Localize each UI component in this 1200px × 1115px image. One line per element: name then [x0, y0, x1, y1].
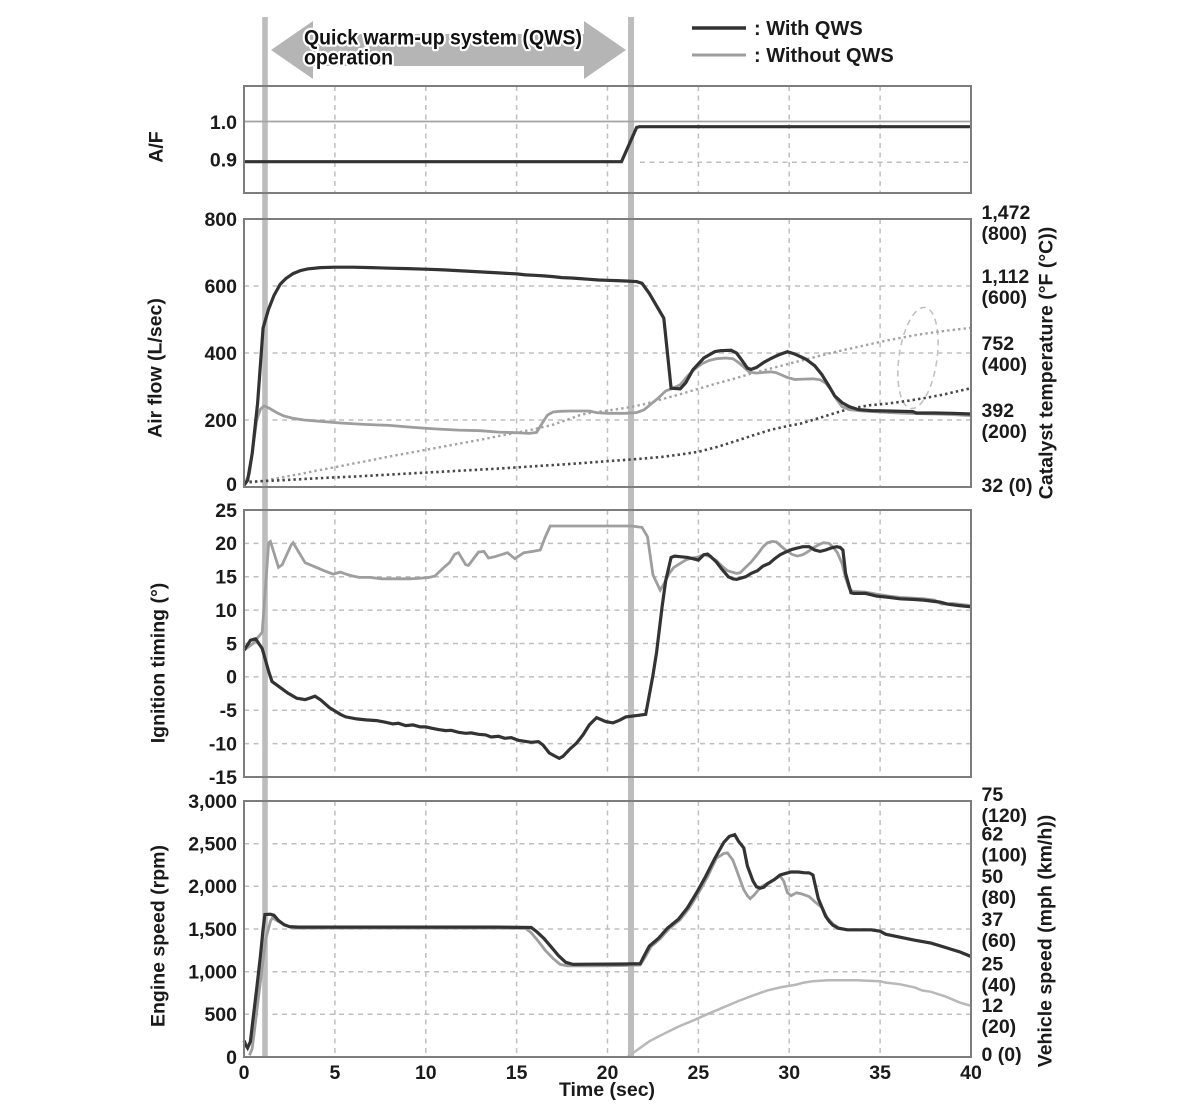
svg-text:Air flow (L/sec): Air flow (L/sec): [145, 298, 167, 438]
svg-text:392: 392: [982, 400, 1015, 422]
svg-text:3,000: 3,000: [188, 791, 237, 813]
svg-text:0: 0: [226, 1047, 237, 1069]
svg-text:Engine speed (rpm): Engine speed (rpm): [148, 845, 170, 1027]
svg-text:(100): (100): [982, 845, 1028, 867]
svg-text:10: 10: [215, 600, 237, 622]
svg-text:1,500: 1,500: [188, 919, 237, 941]
svg-text:800: 800: [204, 209, 237, 231]
svg-text:25: 25: [688, 1062, 710, 1084]
svg-text:(600): (600): [982, 287, 1028, 309]
svg-text:-10: -10: [209, 733, 237, 755]
svg-text:12: 12: [982, 995, 1004, 1017]
svg-text:35: 35: [869, 1062, 891, 1084]
svg-text:75: 75: [982, 784, 1004, 806]
svg-text:50: 50: [982, 866, 1004, 888]
svg-text:25: 25: [215, 500, 237, 522]
svg-text:operation: operation: [304, 47, 393, 70]
svg-text:Quick warm-up system (QWS): Quick warm-up system (QWS): [304, 27, 582, 50]
svg-text:10: 10: [415, 1062, 437, 1084]
svg-text:15: 15: [506, 1062, 528, 1084]
svg-text:Vehicle speed (mph (km/h)): Vehicle speed (mph (km/h)): [1035, 815, 1057, 1067]
svg-text:(800): (800): [982, 223, 1028, 245]
svg-text:operation: operation: [304, 47, 393, 70]
svg-text:30: 30: [778, 1062, 800, 1084]
svg-text:1,112: 1,112: [982, 266, 1030, 288]
svg-text:200: 200: [204, 410, 237, 432]
svg-text:5: 5: [329, 1062, 340, 1084]
svg-text:0.9: 0.9: [210, 150, 237, 172]
svg-text:1,472: 1,472: [982, 202, 1031, 224]
svg-text:(200): (200): [982, 421, 1028, 443]
svg-text:500: 500: [204, 1004, 237, 1026]
svg-text:(120): (120): [982, 805, 1028, 827]
svg-text:(60): (60): [982, 930, 1017, 952]
svg-text:A/F: A/F: [146, 131, 168, 163]
svg-text:(20): (20): [982, 1016, 1017, 1038]
svg-text:5: 5: [226, 633, 237, 655]
svg-text:-15: -15: [209, 767, 237, 789]
svg-text:400: 400: [204, 343, 237, 365]
svg-text:62: 62: [982, 824, 1004, 846]
svg-text:0: 0: [226, 474, 237, 496]
svg-text:0 (0): 0 (0): [982, 1044, 1022, 1066]
svg-text:20: 20: [597, 1062, 619, 1084]
svg-text:-5: -5: [220, 700, 237, 722]
svg-text:752: 752: [982, 333, 1015, 355]
svg-text:1.0: 1.0: [210, 112, 237, 134]
svg-text:15: 15: [215, 567, 237, 589]
svg-text:0: 0: [226, 667, 237, 689]
svg-text:(80): (80): [982, 887, 1017, 909]
svg-text:2,500: 2,500: [188, 834, 237, 856]
svg-text:: Without QWS: : Without QWS: [754, 45, 894, 67]
svg-text:Time (sec): Time (sec): [559, 1079, 655, 1101]
svg-text:(400): (400): [982, 354, 1028, 376]
svg-text:Catalyst temperature (°F (°C)): Catalyst temperature (°F (°C)): [1036, 227, 1058, 499]
svg-text:0: 0: [239, 1062, 250, 1084]
svg-text:32 (0): 32 (0): [982, 475, 1033, 497]
svg-text:: With QWS: : With QWS: [754, 18, 863, 40]
svg-text:600: 600: [204, 276, 237, 298]
svg-text:1,000: 1,000: [188, 962, 237, 984]
svg-text:Ignition timing (°): Ignition timing (°): [148, 583, 170, 744]
svg-text:(40): (40): [982, 975, 1017, 997]
svg-text:20: 20: [215, 533, 237, 555]
svg-text:37: 37: [982, 909, 1004, 931]
svg-text:2,000: 2,000: [188, 876, 237, 898]
svg-text:25: 25: [982, 954, 1004, 976]
svg-text:Quick warm-up system (QWS): Quick warm-up system (QWS): [304, 27, 582, 50]
svg-text:40: 40: [960, 1062, 982, 1084]
